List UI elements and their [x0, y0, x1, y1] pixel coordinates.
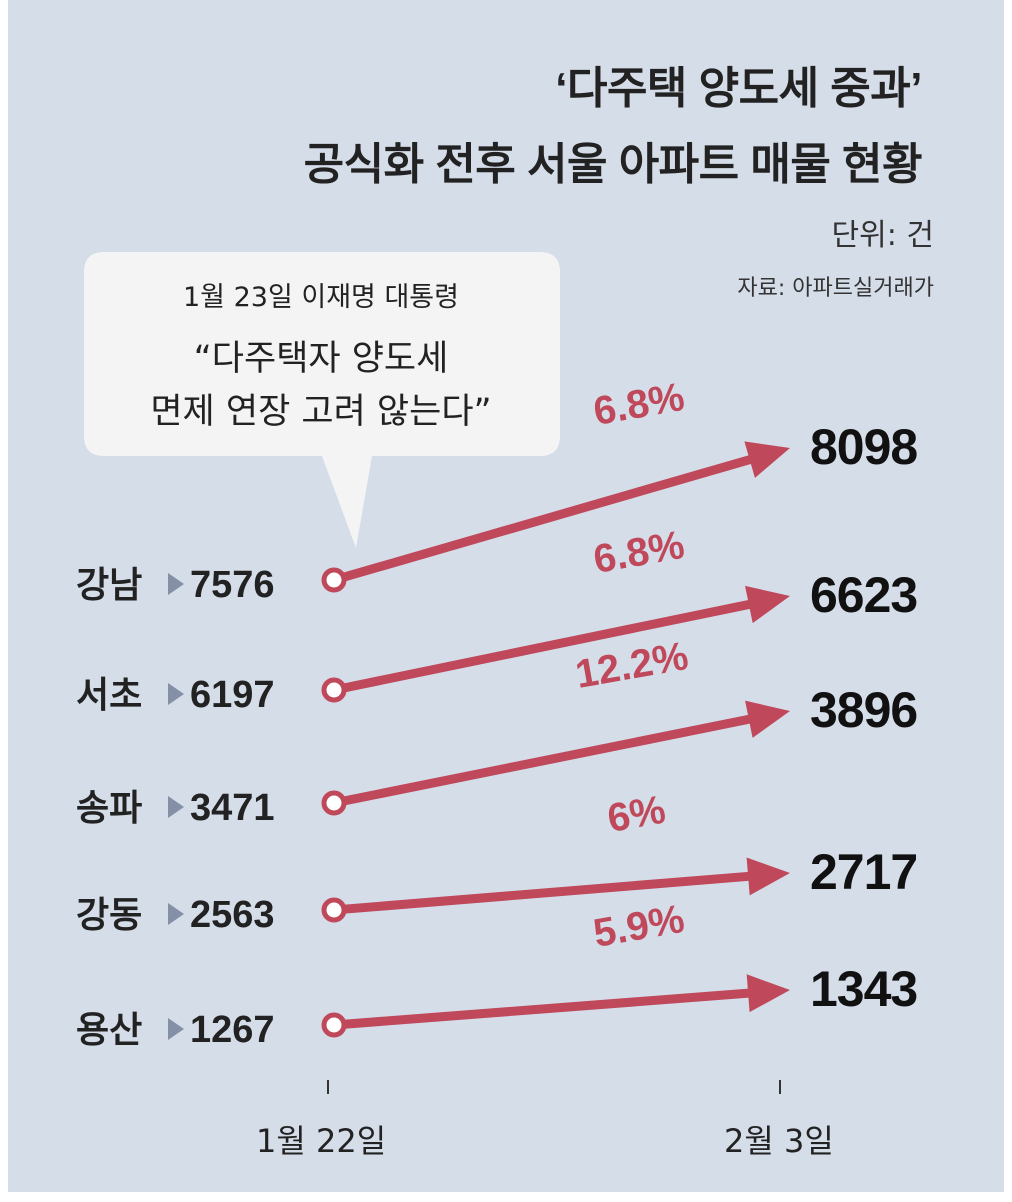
start-point-marker [321, 897, 347, 923]
district-name: 용산 [76, 1009, 143, 1050]
chart-title-line1: ‘다주택 양도세 중과’ [555, 64, 922, 113]
series-line [343, 871, 753, 914]
triangle-right-icon [168, 573, 184, 596]
series-line [343, 988, 753, 1029]
speech-bubble-shape [84, 252, 560, 548]
end-value-label: 2717 [810, 844, 918, 900]
triangle-right-icon [168, 903, 184, 926]
triangle-right-icon [168, 796, 184, 819]
district-name: 강남 [76, 564, 143, 605]
row-label-5: 용산 1267 [76, 1001, 275, 1053]
end-value-label: 3896 [810, 682, 918, 738]
row-label-2: 서초 6197 [76, 666, 275, 718]
x-label-end: 2월 3일 [724, 1122, 834, 1160]
series-line [342, 599, 754, 693]
series-arrow-2 [321, 585, 790, 703]
end-value-label: 1343 [810, 961, 918, 1017]
unit-label: 단위: 건 [831, 218, 934, 253]
start-point-marker [321, 1012, 347, 1038]
source-label: 자료: 아파트실거래가 [737, 276, 934, 301]
start-value-label: 2563 [190, 894, 275, 936]
start-point-marker [321, 567, 347, 593]
start-point-marker [321, 677, 347, 703]
start-value-label: 7576 [190, 564, 275, 606]
arrow-head [744, 441, 790, 478]
row-label-4: 강동 2563 [76, 886, 275, 938]
start-value-label: 3471 [190, 787, 275, 829]
series-line [342, 714, 754, 806]
series-arrow-1 [321, 441, 790, 593]
start-point-marker [321, 790, 347, 816]
district-name: 송파 [76, 787, 143, 828]
series-arrow-4 [321, 857, 790, 923]
row-label-1: 강남 7576 [76, 556, 275, 608]
chart-panel [8, 0, 1004, 1192]
series-arrow-3 [321, 700, 790, 816]
arrow-head [746, 857, 790, 896]
series-line [342, 454, 755, 582]
triangle-right-icon [168, 1018, 184, 1041]
callout-line1: 1월 23일 이재명 대통령 [182, 282, 459, 313]
chart-title-line2: 공식화 전후 서울 아파트 매물 현황 [303, 140, 923, 189]
end-value-label: 6623 [810, 567, 918, 623]
arrow-head [746, 974, 790, 1013]
arrow-head [745, 700, 790, 738]
x-label-start: 1월 22일 [256, 1122, 387, 1160]
start-value-label: 1267 [190, 1009, 275, 1051]
start-value-label: 6197 [190, 674, 275, 716]
row-label-3: 송파 3471 [76, 779, 275, 831]
end-value-label: 8098 [810, 419, 918, 475]
district-name: 서초 [76, 674, 143, 715]
arrow-head [745, 585, 790, 624]
triangle-right-icon [168, 683, 184, 706]
series-arrow-5 [321, 974, 790, 1038]
district-name: 강동 [76, 894, 143, 935]
callout-line3: 면제 연장 고려 않는다” [150, 392, 492, 432]
callout-line2: “다주택자 양도세 [193, 339, 449, 379]
